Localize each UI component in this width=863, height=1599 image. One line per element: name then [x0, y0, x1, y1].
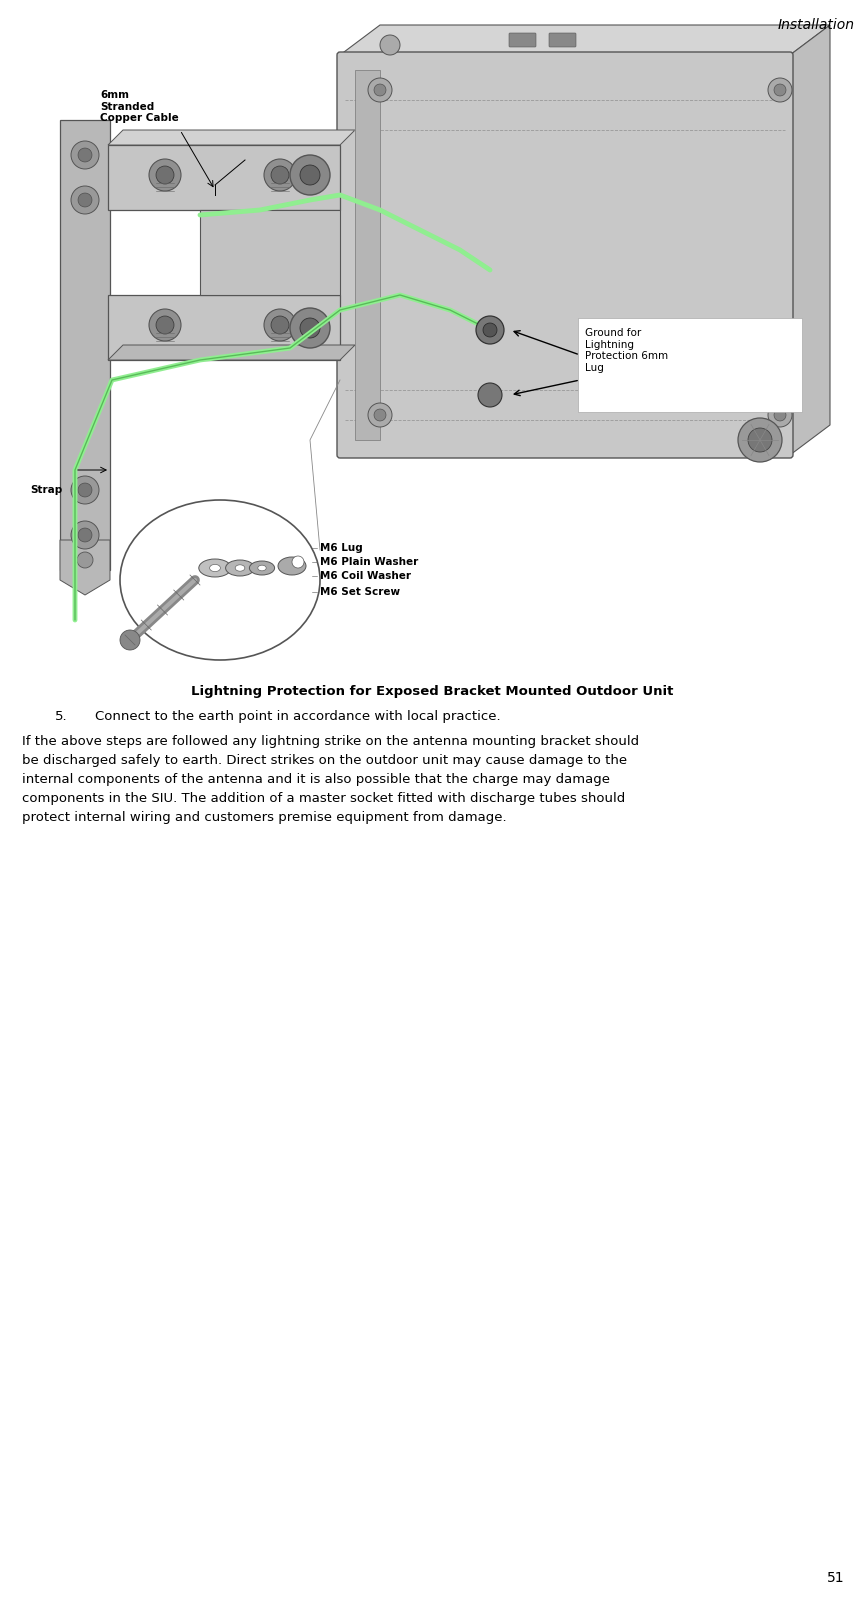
FancyBboxPatch shape	[30, 30, 840, 660]
Ellipse shape	[278, 556, 306, 576]
Circle shape	[300, 318, 320, 337]
Circle shape	[374, 409, 386, 421]
Text: 51: 51	[828, 1570, 845, 1585]
Circle shape	[300, 165, 320, 185]
Text: components in the SIU. The addition of a master socket fitted with discharge tub: components in the SIU. The addition of a…	[22, 792, 626, 804]
Text: 5.: 5.	[55, 710, 67, 723]
Text: M6 Lug: M6 Lug	[320, 544, 362, 553]
Text: M6 Set Screw: M6 Set Screw	[320, 587, 400, 596]
Text: be discharged safely to earth. Direct strikes on the outdoor unit may cause dama: be discharged safely to earth. Direct st…	[22, 755, 627, 768]
Circle shape	[478, 384, 502, 408]
Circle shape	[78, 193, 92, 206]
Polygon shape	[790, 26, 830, 456]
Circle shape	[71, 477, 99, 504]
Circle shape	[78, 528, 92, 542]
Text: Connect to the earth point in accordance with local practice.: Connect to the earth point in accordance…	[95, 710, 501, 723]
Circle shape	[78, 149, 92, 161]
Polygon shape	[108, 294, 340, 360]
Circle shape	[271, 317, 289, 334]
Circle shape	[768, 403, 792, 427]
Ellipse shape	[258, 564, 266, 571]
Circle shape	[483, 323, 497, 337]
Circle shape	[290, 155, 330, 195]
Circle shape	[120, 630, 140, 651]
Polygon shape	[200, 209, 340, 294]
Circle shape	[71, 521, 99, 548]
Text: protect internal wiring and customers premise equipment from damage.: protect internal wiring and customers pr…	[22, 811, 507, 823]
Circle shape	[380, 35, 400, 54]
Ellipse shape	[225, 560, 255, 576]
Polygon shape	[108, 146, 340, 209]
Text: Strap: Strap	[30, 484, 62, 496]
Ellipse shape	[120, 500, 320, 660]
Circle shape	[748, 429, 772, 453]
Circle shape	[264, 309, 296, 341]
Circle shape	[290, 309, 330, 349]
Circle shape	[156, 166, 174, 184]
Circle shape	[149, 309, 181, 341]
Text: Lightning Protection for Exposed Bracket Mounted Outdoor Unit: Lightning Protection for Exposed Bracket…	[191, 684, 673, 699]
FancyBboxPatch shape	[578, 318, 802, 413]
Text: Installation: Installation	[778, 18, 855, 32]
Circle shape	[368, 403, 392, 427]
Circle shape	[71, 141, 99, 169]
Polygon shape	[108, 130, 355, 146]
Text: 6mm
Stranded
Copper Cable: 6mm Stranded Copper Cable	[100, 90, 179, 123]
FancyBboxPatch shape	[337, 53, 793, 457]
Polygon shape	[60, 120, 110, 569]
Circle shape	[149, 158, 181, 190]
Text: internal components of the antenna and it is also possible that the charge may d: internal components of the antenna and i…	[22, 772, 610, 787]
Circle shape	[271, 166, 289, 184]
Circle shape	[71, 185, 99, 214]
Text: If the above steps are followed any lightning strike on the antenna mounting bra: If the above steps are followed any ligh…	[22, 736, 639, 748]
Text: M6 Plain Washer: M6 Plain Washer	[320, 556, 419, 568]
Circle shape	[78, 483, 92, 497]
Circle shape	[292, 556, 304, 568]
Polygon shape	[60, 540, 110, 595]
Circle shape	[774, 85, 786, 96]
Circle shape	[77, 552, 93, 568]
Ellipse shape	[198, 560, 231, 577]
Circle shape	[264, 158, 296, 190]
Polygon shape	[355, 70, 380, 440]
Circle shape	[156, 317, 174, 334]
FancyBboxPatch shape	[509, 34, 536, 46]
Circle shape	[738, 417, 782, 462]
FancyBboxPatch shape	[549, 34, 576, 46]
Circle shape	[476, 317, 504, 344]
Text: Ground for
Lightning
Protection 6mm
Lug: Ground for Lightning Protection 6mm Lug	[585, 328, 668, 373]
Polygon shape	[108, 345, 355, 360]
Polygon shape	[340, 26, 830, 54]
Ellipse shape	[236, 564, 245, 571]
Circle shape	[368, 78, 392, 102]
Text: M6 Coil Washer: M6 Coil Washer	[320, 571, 411, 580]
Circle shape	[768, 78, 792, 102]
Ellipse shape	[210, 564, 220, 571]
Circle shape	[774, 409, 786, 421]
Ellipse shape	[249, 561, 274, 576]
Circle shape	[374, 85, 386, 96]
